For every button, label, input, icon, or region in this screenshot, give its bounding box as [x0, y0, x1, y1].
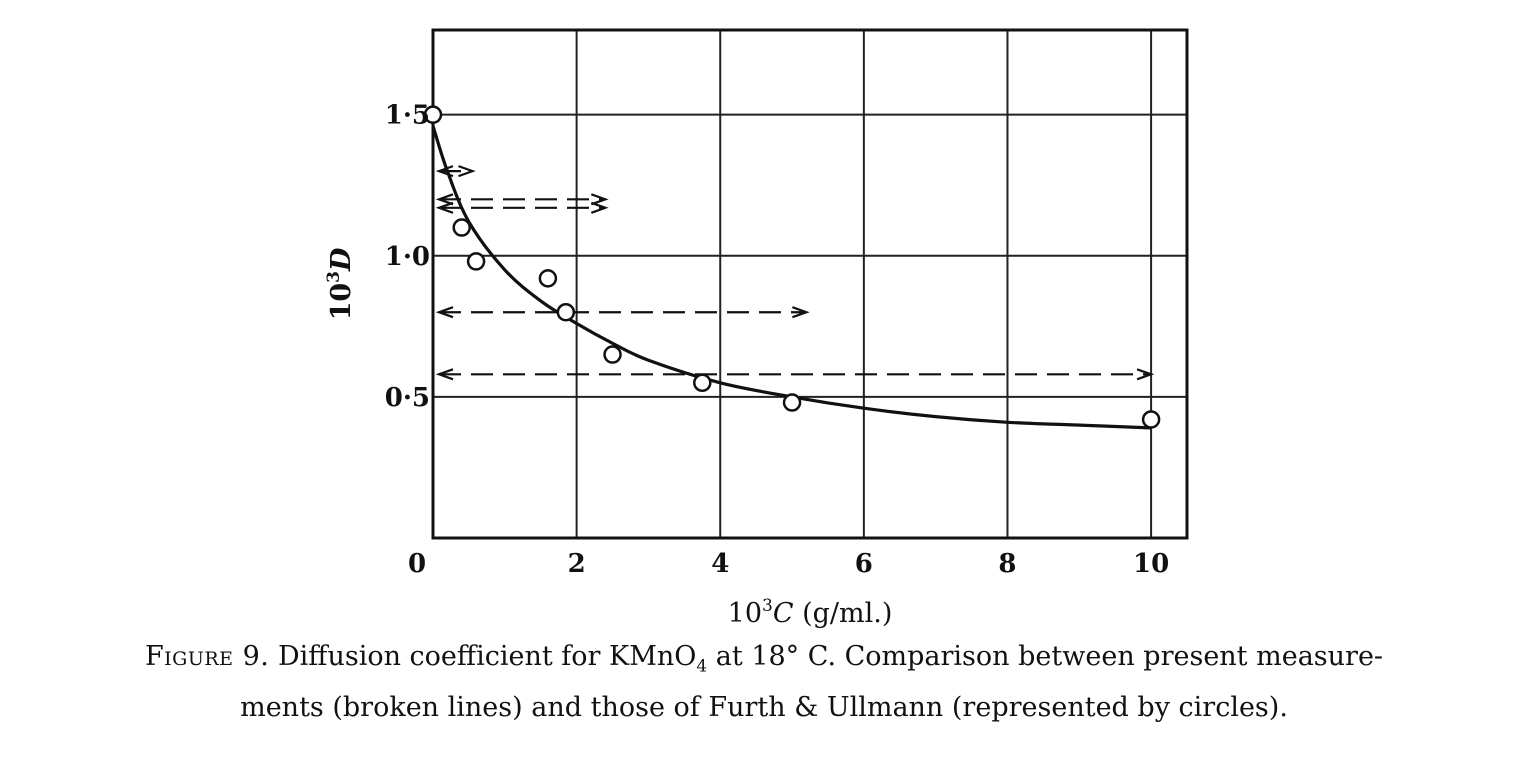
y-tick-label: 1·5 [385, 101, 430, 131]
y-tick-label: 0·5 [385, 383, 430, 413]
y-axis-title-exp: 3 [324, 271, 344, 283]
broken-line-arrow-right [590, 201, 609, 214]
data-point-circle [1141, 410, 1161, 429]
x-tick-label: 6 [855, 549, 873, 579]
broken-lines-group [435, 165, 1155, 381]
broken-line-arrow-right [458, 165, 476, 178]
caption-figure-label: Figure 9. [144, 641, 270, 672]
broken-line-arrow-right [590, 193, 609, 206]
broken-line-arrow-left [435, 193, 454, 206]
y-tick-label: 1·0 [385, 242, 430, 272]
grid-lines [433, 30, 1187, 538]
broken-line-arrow-left [435, 306, 454, 319]
y-axis-title-base: 10 [326, 283, 357, 321]
x-tick-label: 8 [998, 549, 1016, 579]
y-axis-title-var: D [326, 247, 357, 272]
caption-line1-sub: 4 [696, 656, 708, 677]
caption-line1-pre: Diffusion coefficient for KMnO [277, 641, 697, 672]
circle-points-group [423, 105, 1161, 429]
data-point-circle [603, 345, 622, 364]
data-point-circle [423, 105, 443, 124]
data-point-circle [782, 393, 802, 412]
fitted-curve [431, 125, 1152, 430]
y-tick-labels: 0·5 1·0 1·5 [385, 101, 430, 413]
x-tick-labels: 0 2 4 6 8 10 [408, 549, 1169, 579]
x-axis-title: 103C (g/ml.) [728, 596, 893, 629]
caption-line-2: ments (broken lines) and those of Furth … [240, 692, 1288, 724]
data-point-circle [466, 252, 486, 271]
data-point-circle [538, 269, 558, 288]
x-tick-label: 0 [408, 549, 426, 579]
caption-line1-post: at 18° C. Comparison between present mea… [707, 641, 1384, 672]
broken-line-arrow-right [792, 306, 810, 319]
chart-canvas: 0 2 4 6 8 10 0·51·01·5 103C (g/ml.) 103D [324, 28, 1189, 629]
broken-line-arrow-left [435, 201, 454, 214]
broken-line-arrow-left [435, 368, 454, 381]
caption-line-1: Figure 9. Diffusion coefficient for KMnO… [0, 636, 1528, 687]
x-axis-title-unit: (g/ml.) [794, 598, 893, 629]
x-axis-title-exp: 3 [762, 596, 773, 616]
x-tick-label: 4 [711, 549, 729, 579]
data-point-circle [452, 218, 471, 237]
x-tick-label: 10 [1133, 549, 1169, 579]
x-axis-title-var: C [773, 598, 794, 629]
x-axis-title-base: 10 [728, 598, 762, 629]
figure-caption: Figure 9. Diffusion coefficient for KMnO… [0, 636, 1528, 729]
x-tick-label: 2 [568, 549, 586, 579]
data-point-circle [556, 302, 576, 322]
data-point-circle [693, 373, 712, 393]
plot-frame [431, 28, 1189, 540]
y-axis-title: 103D [324, 247, 357, 320]
broken-line-arrow-right [1136, 368, 1155, 381]
